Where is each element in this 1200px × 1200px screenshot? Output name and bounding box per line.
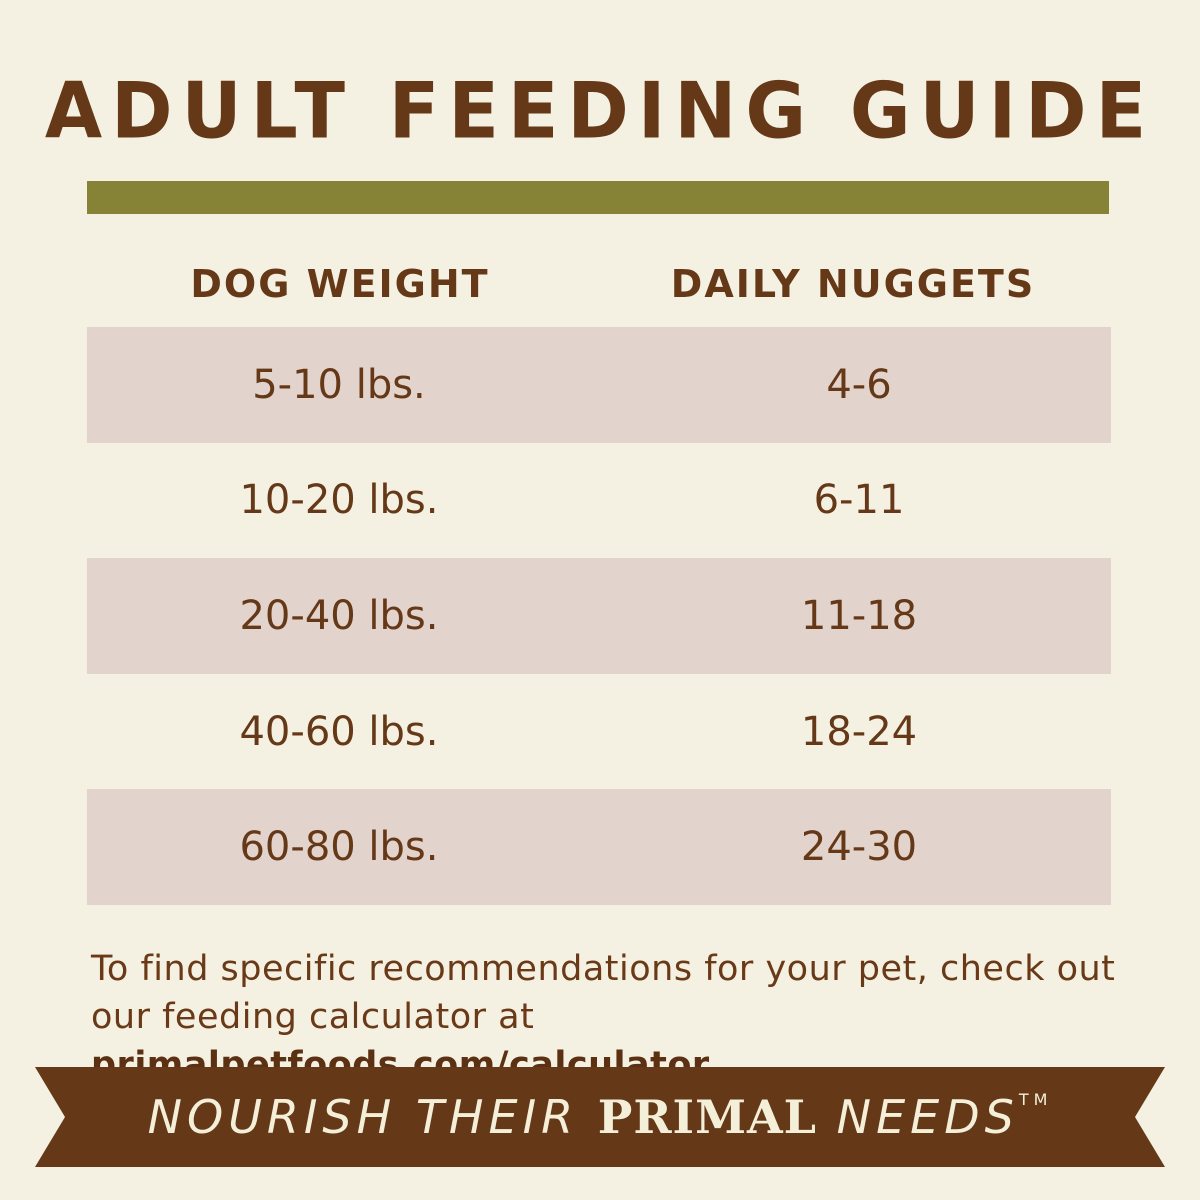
table-row: 60-80 lbs. 24-30 — [87, 789, 1111, 905]
slogan: NOURISH THEIR PRIMAL NEEDSTM — [0, 1090, 1200, 1144]
accent-divider — [87, 181, 1109, 214]
trademark: TM — [1018, 1090, 1053, 1109]
table-row: 10-20 lbs. 6-11 — [87, 443, 1111, 559]
table-row: 5-10 lbs. 4-6 — [87, 327, 1111, 443]
note-text: To find specific recommendations for you… — [91, 949, 1116, 1037]
dog-weight-cell: 20-40 lbs. — [239, 592, 439, 639]
daily-nuggets-cell: 24-30 — [800, 824, 918, 871]
daily-nuggets-cell: 11-18 — [800, 592, 918, 639]
dog-weight-cell: 60-80 lbs. — [239, 824, 439, 871]
slogan-part: NEEDS — [817, 1090, 1019, 1144]
dog-weight-cell: 5-10 lbs. — [252, 361, 426, 408]
slogan-part: NOURISH THEIR — [147, 1090, 598, 1144]
feeding-table: 5-10 lbs. 4-6 10-20 lbs. 6-11 20-40 lbs. 11-1… — [87, 327, 1111, 905]
daily-nuggets-cell: 6-11 — [813, 477, 905, 524]
dog-weight-cell: 10-20 lbs. — [239, 477, 439, 524]
calculator-note: To find specific recommendations for you… — [91, 945, 1131, 1089]
column-header-dog-weight: DOG WEIGHT — [190, 262, 490, 306]
dog-weight-cell: 40-60 lbs. — [239, 708, 439, 755]
slogan-banner — [35, 1067, 1165, 1167]
page-title: ADULT FEEDING GUIDE — [44, 65, 1156, 157]
daily-nuggets-cell: 4-6 — [826, 361, 892, 408]
daily-nuggets-cell: 18-24 — [800, 708, 918, 755]
table-row: 20-40 lbs. 11-18 — [87, 558, 1111, 674]
column-header-daily-nuggets: DAILY NUGGETS — [670, 262, 1036, 306]
slogan-primal: PRIMAL — [597, 1090, 818, 1144]
table-row: 40-60 lbs. 18-24 — [87, 674, 1111, 790]
